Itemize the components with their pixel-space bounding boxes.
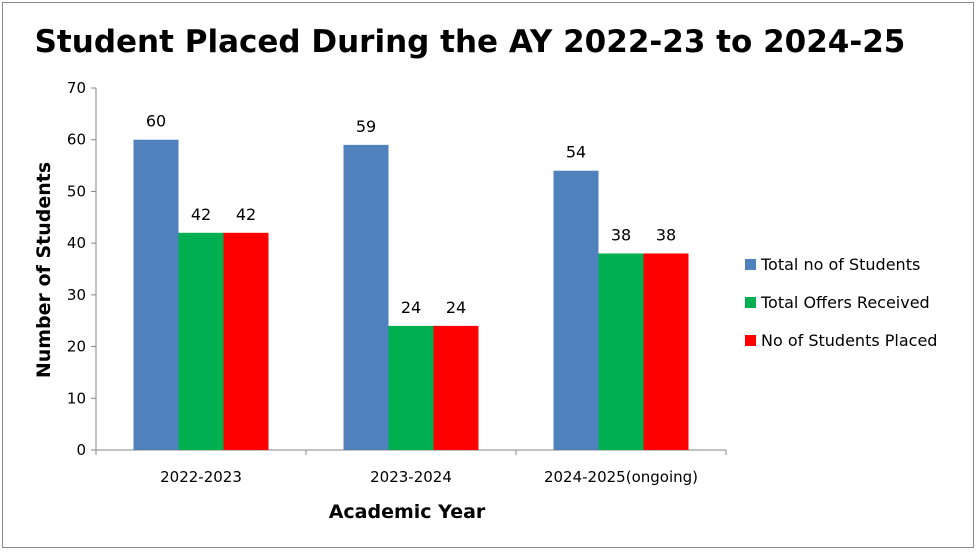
bar — [643, 253, 689, 450]
x-axis: 2022-2023 2023-2024 2024-2025(ongoing) — [95, 449, 727, 486]
bar — [598, 253, 644, 450]
bars-group — [133, 139, 689, 450]
y-tick-label: 20 — [67, 338, 86, 356]
data-labels-group: 60 42 42 59 24 24 54 38 38 — [146, 112, 676, 317]
bar — [343, 144, 389, 450]
y-tick-label: 10 — [67, 389, 86, 407]
data-label: 42 — [236, 205, 256, 224]
y-tick-label: 50 — [67, 182, 86, 200]
bar — [223, 232, 269, 450]
data-label: 42 — [191, 205, 211, 224]
bar — [133, 139, 179, 450]
chart-title: Student Placed During the AY 2022-23 to … — [35, 24, 906, 60]
data-label: 54 — [566, 143, 586, 162]
y-tick-label: 0 — [76, 441, 86, 459]
data-label: 24 — [401, 298, 421, 317]
bar — [178, 232, 224, 450]
legend: Total no of Students Total Offers Receive… — [745, 255, 937, 350]
x-category-label: 2024-2025(ongoing) — [544, 468, 698, 486]
y-axis-title: Number of Students — [33, 162, 55, 378]
bar — [553, 170, 599, 450]
y-tick-label: 60 — [67, 131, 86, 149]
data-label: 38 — [611, 225, 631, 244]
y-tick-label: 70 — [67, 79, 86, 97]
y-axis: 0 10 20 30 40 50 60 70 — [67, 79, 97, 459]
y-tick-label: 40 — [67, 234, 86, 252]
legend-label: Total no of Students — [760, 255, 920, 274]
y-tick-label: 30 — [67, 286, 86, 304]
legend-label: Total Offers Received — [760, 293, 930, 312]
bar — [433, 325, 479, 450]
legend-swatch — [745, 297, 756, 308]
data-label: 38 — [656, 225, 676, 244]
legend-swatch — [745, 259, 756, 270]
bar — [388, 325, 434, 450]
data-label: 59 — [356, 117, 376, 136]
data-label: 24 — [446, 298, 466, 317]
x-category-label: 2023-2024 — [370, 468, 452, 486]
x-category-label: 2022-2023 — [160, 468, 242, 486]
legend-label: No of Students Placed — [761, 331, 937, 350]
data-label: 60 — [146, 112, 166, 131]
legend-swatch — [745, 335, 756, 346]
x-axis-title: Academic Year — [329, 501, 486, 523]
